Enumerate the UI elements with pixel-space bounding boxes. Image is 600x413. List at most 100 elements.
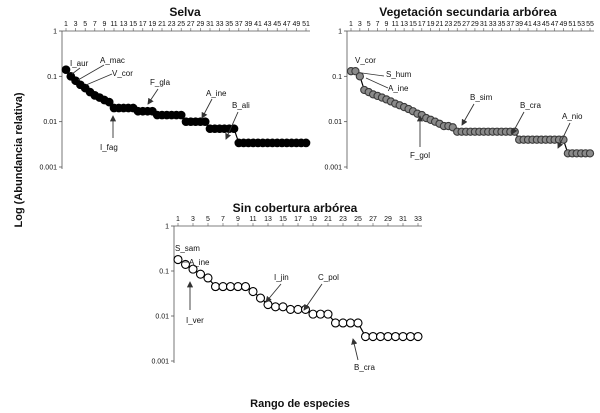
annotation-arrow: [461, 103, 475, 126]
chart-title-secundaria: Vegetación secundaria arbórea: [379, 5, 557, 19]
data-point: [200, 117, 210, 127]
annotation-leader: [71, 67, 81, 75]
x-tick-label: 27: [462, 21, 470, 28]
annotation-label: B_ali: [232, 101, 250, 110]
x-tick-label: 33: [489, 21, 497, 28]
x-tick-label: 9: [384, 21, 388, 28]
x-tick-label: 11: [392, 21, 399, 28]
annotation-label: V_cor: [112, 69, 133, 78]
data-point: [263, 299, 273, 310]
x-tick-label: 19: [427, 21, 435, 28]
x-tick-label: 35: [498, 21, 506, 28]
annotation-label: A_mac: [100, 56, 125, 65]
annotation-label: A_nio: [562, 112, 583, 121]
x-tick-label: 33: [414, 216, 422, 223]
data-point: [351, 67, 360, 76]
data-point: [308, 309, 318, 319]
x-tick-label: 47: [283, 21, 291, 28]
y-tick-label: 1: [165, 224, 169, 231]
annotation-label: F_gol: [410, 151, 430, 160]
y-tick-label: 0.001: [324, 165, 342, 172]
annotation-leader: [77, 64, 105, 81]
data-point: [413, 331, 423, 342]
data-point: [225, 282, 236, 292]
x-tick-label: 39: [245, 21, 253, 28]
data-point: [210, 282, 221, 292]
y-tick-label: 0.01: [155, 314, 169, 321]
x-tick-label: 41: [524, 21, 532, 28]
annotation-label: B_cra: [520, 101, 541, 110]
x-tick-label: 43: [533, 21, 541, 28]
data-point: [176, 110, 186, 120]
x-tick-label: 21: [158, 21, 166, 28]
x-tick-label: 31: [399, 216, 407, 223]
x-tick-label: 45: [273, 21, 281, 28]
data-point: [240, 282, 251, 292]
x-tick-label: 11: [110, 21, 117, 28]
data-point: [203, 273, 213, 283]
x-tick-label: 25: [177, 21, 185, 28]
y-tick-label: 0.1: [47, 74, 57, 81]
data-point: [248, 286, 258, 297]
x-tick-label: 25: [354, 216, 362, 223]
data-point: [255, 293, 266, 303]
x-tick-label: 37: [235, 21, 243, 28]
data-point: [353, 318, 363, 328]
x-tick-label: 45: [542, 21, 550, 28]
y-tick-label: 1: [338, 29, 342, 36]
x-tick-label: 37: [506, 21, 514, 28]
x-tick-label: 51: [568, 21, 576, 28]
x-tick-label: 9: [236, 216, 240, 223]
data-point: [338, 318, 348, 328]
annotation-arrow: [147, 88, 159, 105]
annotation-arrow: [265, 283, 282, 303]
x-tick-label: 5: [206, 216, 210, 223]
x-tick-label: 27: [187, 21, 195, 28]
x-tick-label: 21: [324, 216, 332, 223]
x-tick-label: 23: [444, 21, 452, 28]
annotation-label: B_cra: [354, 363, 375, 372]
x-tick-label: 31: [480, 21, 488, 28]
annotation-label: F_gla: [150, 78, 171, 87]
x-tick-label: 7: [376, 21, 380, 28]
annotation-leader: [85, 73, 113, 86]
data-point: [104, 97, 114, 107]
x-tick-label: 5: [367, 21, 371, 28]
x-tick-label: 17: [418, 21, 426, 28]
x-tick-label: 9: [102, 21, 106, 28]
annotation-label: I_fag: [100, 143, 118, 152]
data-point: [278, 302, 288, 312]
chart-title-selva: Selva: [169, 5, 201, 19]
x-tick-label: 19: [149, 21, 157, 28]
annotation-arrow: [511, 111, 525, 135]
x-tick-label: 25: [453, 21, 461, 28]
x-tick-label: 49: [560, 21, 568, 28]
y-axis-label: Log (Abundancia relativa): [13, 92, 25, 227]
y-tick-label: 0.1: [159, 269, 169, 276]
x-tick-label: 15: [409, 21, 417, 28]
data-point: [375, 331, 386, 342]
x-tick-label: 19: [309, 216, 317, 223]
x-tick-label: 3: [74, 21, 78, 28]
data-point: [270, 302, 281, 312]
annotation-arrow: [303, 283, 323, 311]
x-tick-label: 7: [93, 21, 97, 28]
chart-title-sin-cobertura: Sin cobertura arbórea: [233, 201, 358, 215]
data-point: [61, 65, 71, 75]
y-tick-label: 0.1: [332, 74, 342, 81]
annotation-arrow: [201, 98, 213, 119]
annotation-leader: [361, 72, 385, 77]
annotation-label: B_sim: [470, 93, 493, 102]
y-tick-label: 1: [53, 29, 57, 36]
data-point: [383, 331, 393, 342]
x-tick-label: 21: [436, 21, 444, 28]
x-tick-label: 41: [254, 21, 262, 28]
data-point: [368, 331, 378, 342]
x-tick-label: 39: [515, 21, 523, 28]
data-point: [285, 304, 296, 314]
x-tick-label: 13: [120, 21, 128, 28]
data-point: [188, 264, 198, 274]
x-tick-label: 23: [339, 216, 347, 223]
annotation-label: I_jin: [274, 273, 289, 282]
